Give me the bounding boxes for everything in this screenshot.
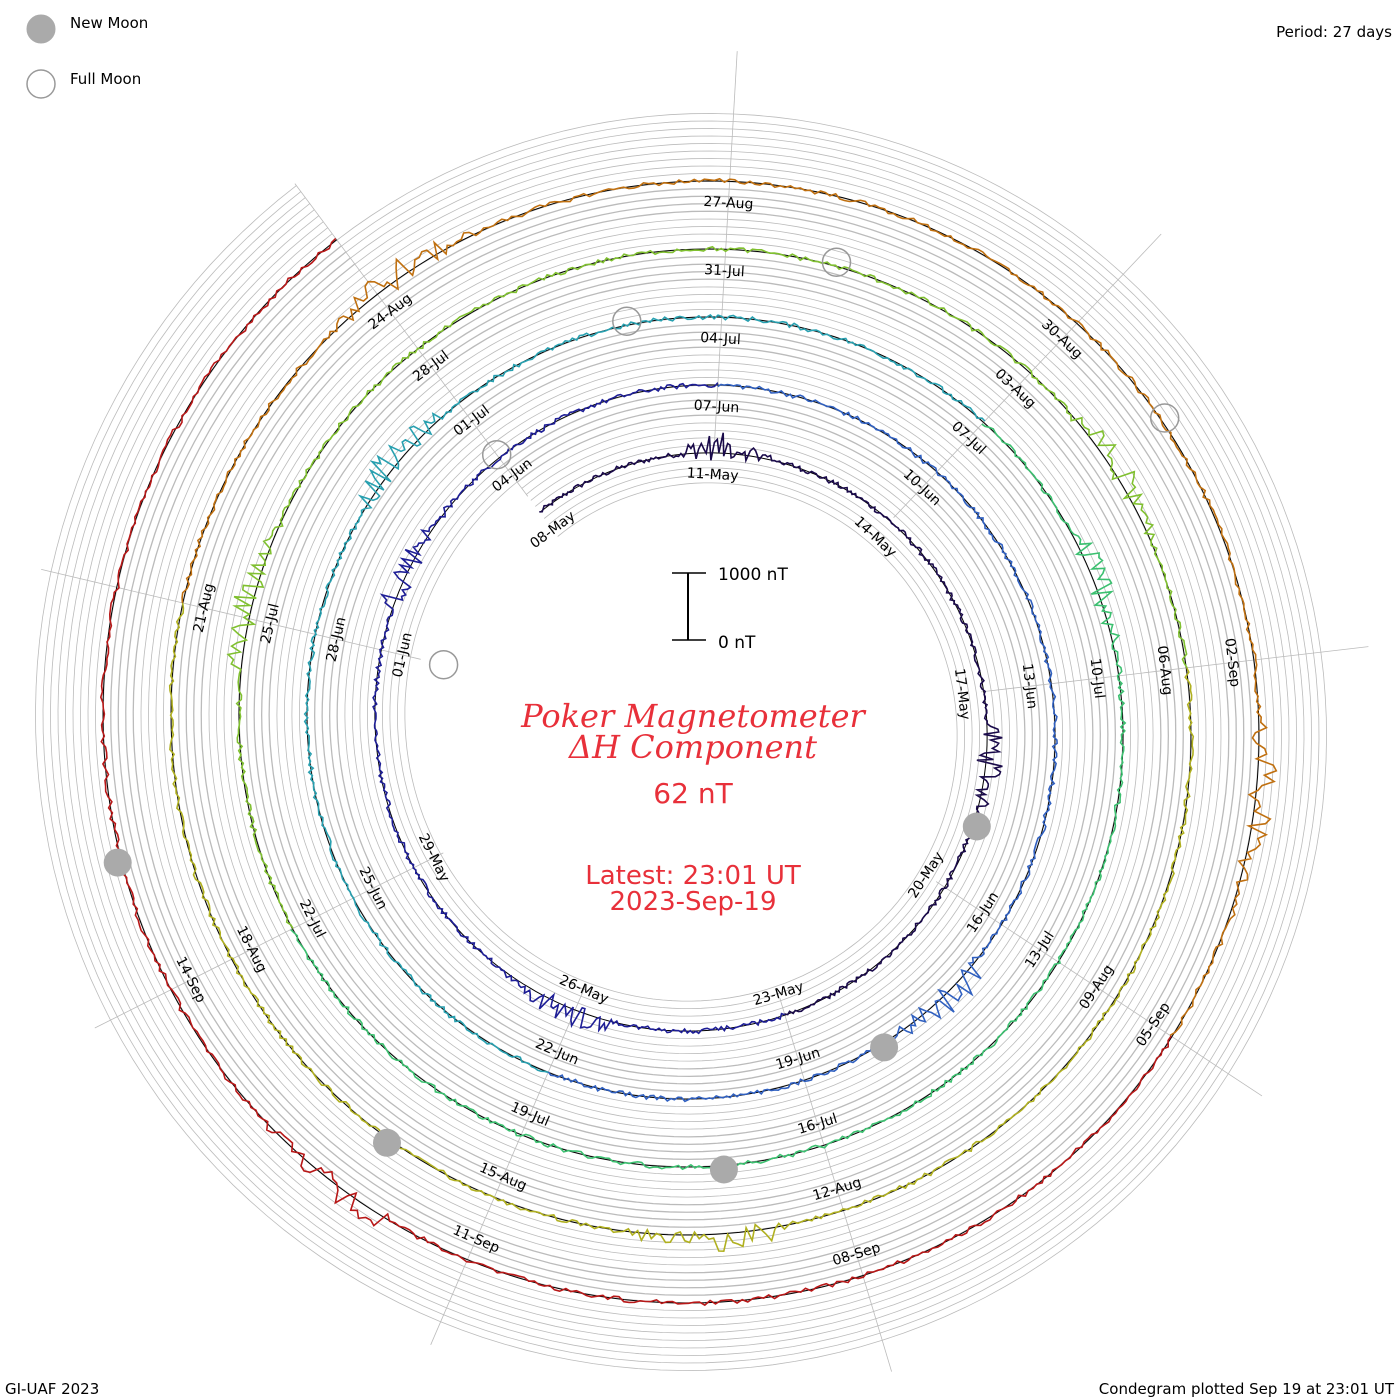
date-label: 24-Aug [366, 291, 416, 334]
new-moon-icon [26, 14, 56, 44]
magnetometer-traces [99, 177, 1278, 1307]
credit-label: GI-UAF 2023 [5, 1380, 100, 1398]
new-moon-marker [962, 812, 991, 841]
date-label: 21-Aug [191, 582, 218, 634]
latest-date: 2023-Sep-19 [609, 887, 776, 917]
magnetometer-trace [226, 245, 1188, 929]
date-label: 27-Aug [703, 194, 754, 213]
date-label: 08-May [527, 508, 578, 552]
full-moon-marker [1149, 403, 1180, 433]
full-moon-marker [481, 439, 512, 470]
date-label: 01-Jul [451, 402, 493, 439]
date-label: 14-May [851, 514, 900, 561]
date-label: 13-Jul [1022, 929, 1058, 972]
day-spoke [893, 233, 1162, 518]
scale-bar: 1000 nT 0 nT [672, 565, 788, 653]
chart-title: Poker Magnetometer [520, 697, 866, 735]
new-moon-marker [709, 1155, 738, 1184]
date-label: 19-Jul [508, 1099, 552, 1130]
magnetometer-trace [99, 237, 1172, 1307]
center-info: Poker Magnetometer ΔH Component 62 nT La… [520, 697, 866, 917]
grid-ring [80, 158, 1282, 1326]
date-label: 10-Jul [1087, 657, 1108, 699]
date-label: 23-May [751, 979, 805, 1009]
moon-legend [26, 14, 56, 99]
date-label: 30-Aug [1038, 316, 1085, 362]
scale-bar-top-label: 1000 nT [718, 565, 788, 585]
date-label: 28-Jun [324, 615, 350, 663]
latest-time: Latest: 23:01 UT [585, 861, 801, 891]
grid-ring [65, 143, 1297, 1341]
grid-ring [95, 173, 1267, 1311]
date-label: 25-Jun [355, 864, 390, 912]
date-label: 17-May [951, 667, 973, 720]
current-value: 62 nT [653, 777, 733, 810]
grid-ring [125, 203, 1237, 1281]
date-label: 06-Aug [1154, 645, 1176, 696]
legend-new-moon-label: New Moon [70, 14, 149, 32]
plotted-timestamp: Condegram plotted Sep 19 at 23:01 UT [1098, 1380, 1394, 1398]
date-label: 22-Jun [533, 1036, 581, 1069]
new-moon-marker [373, 1128, 401, 1157]
date-label: 19-Jun [774, 1045, 822, 1073]
date-label: 13-Jun [1019, 663, 1040, 710]
magnetometer-trace [547, 383, 1058, 1103]
date-label: 07-Jun [693, 398, 739, 417]
period-label: Period: 27 days [1276, 23, 1392, 41]
grid-ring [42, 120, 1320, 1364]
day-spoke [935, 881, 1263, 1097]
grid-ring [87, 165, 1275, 1319]
date-label: 04-Jul [700, 330, 741, 348]
day-spoke [41, 569, 421, 660]
grid-ring [57, 135, 1305, 1349]
grid-ring [72, 150, 1290, 1334]
full-moon-marker [821, 247, 852, 277]
date-label: 02-Sep [1221, 637, 1243, 688]
date-label: 28-Jul [410, 348, 452, 385]
day-spoke [981, 646, 1369, 693]
date-label: 22-Jul [296, 897, 329, 940]
full-moon-marker [612, 306, 642, 336]
date-label: 15-Aug [477, 1160, 529, 1194]
magnetometer-trace [181, 177, 1278, 1037]
full-moon-marker [428, 649, 459, 680]
date-label: 11-May [686, 465, 739, 484]
legend-full-moon-label: Full Moon [70, 70, 142, 88]
date-label: 29-May [415, 831, 453, 884]
scale-bar-bottom-label: 0 nT [718, 633, 756, 653]
moon-markers [103, 247, 1180, 1184]
day-spoke [94, 852, 444, 1029]
date-label: 26-May [557, 972, 611, 1007]
day-spoke [714, 51, 738, 441]
magnetometer-trace [539, 432, 1003, 1016]
date-label: 08-Sep [831, 1240, 883, 1270]
day-spoke [294, 183, 529, 497]
magnetometer-trace [168, 602, 1195, 1253]
grid-ring [50, 128, 1312, 1356]
new-moon-marker [870, 1033, 899, 1062]
magnetometer-trace [372, 382, 786, 1035]
grid-ring [110, 188, 1252, 1296]
day-spokes [41, 51, 1369, 1372]
full-moon-icon [26, 69, 56, 99]
date-label: 12-Aug [811, 1175, 863, 1205]
magnetometer-trace [303, 314, 986, 1074]
date-label: 11-Sep [450, 1222, 502, 1256]
date-label: 01-Jun [390, 631, 416, 679]
day-spoke [430, 986, 586, 1345]
magnetometer-trace [290, 423, 1127, 1171]
date-label: 31-Jul [704, 262, 745, 280]
grid-ring [117, 195, 1245, 1289]
grid-ring [132, 210, 1230, 1274]
chart-subtitle: ΔH Component [567, 728, 817, 766]
day-spoke [779, 997, 892, 1372]
new-moon-marker [103, 848, 132, 877]
